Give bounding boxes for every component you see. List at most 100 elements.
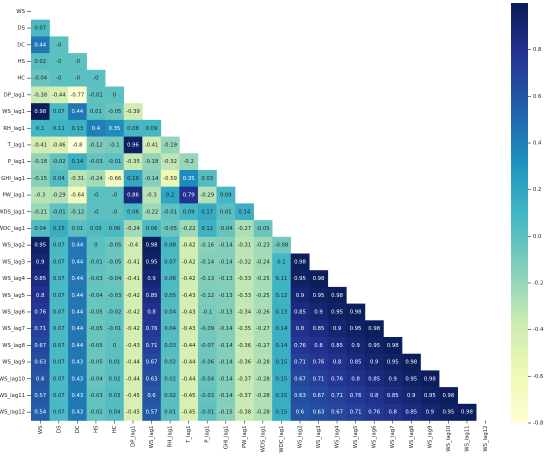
heatmap-cell xyxy=(68,119,87,137)
cell-label: 0.95 xyxy=(331,309,343,315)
heatmap-cell xyxy=(123,270,143,288)
cell-label: 0.12 xyxy=(201,226,213,232)
cell-label: 0.95 xyxy=(368,343,380,349)
heatmap-cell xyxy=(86,203,106,221)
cell-label: 0.98 xyxy=(368,326,380,332)
cell-label: 0.71 xyxy=(331,393,343,399)
cell-label: -0.42 xyxy=(182,243,196,249)
cell-label: -0.43 xyxy=(182,293,196,299)
x-tick-label: RH_lag1 xyxy=(168,426,174,448)
heatmap-cell xyxy=(253,270,273,288)
cell-label: 0.71 xyxy=(313,376,325,382)
heatmap-cell xyxy=(179,253,199,271)
cell-label: -0.12 xyxy=(71,209,85,215)
x-tick-label: WS_lag1 xyxy=(149,426,155,449)
cell-label: -0 xyxy=(93,209,99,215)
heatmap-cell xyxy=(105,270,125,288)
heatmap-cell xyxy=(68,353,87,371)
cell-label: 0.76 xyxy=(350,393,362,399)
cell-label: -0.14 xyxy=(219,243,233,249)
heatmap-cell xyxy=(364,337,384,354)
heatmap-cell xyxy=(253,337,273,354)
heatmap-cell xyxy=(49,236,69,254)
cell-label: 0.07 xyxy=(53,109,65,115)
cell-label: 0.07 xyxy=(53,326,65,332)
cell-label: 0.06 xyxy=(109,226,121,232)
cell-label: -0 xyxy=(93,193,99,199)
heatmap-cell xyxy=(86,337,106,354)
heatmap-cell xyxy=(31,370,50,388)
heatmap-cell xyxy=(197,320,217,338)
heatmap-cell xyxy=(179,403,199,421)
cell-label: 0.05 xyxy=(164,293,176,299)
cell-label: 0.71 xyxy=(350,410,362,416)
cell-label: 0.71 xyxy=(146,343,158,349)
heatmap-cell xyxy=(160,370,180,388)
cell-label: 0.07 xyxy=(164,259,176,265)
y-tick-label: PW_lag1 xyxy=(2,193,25,199)
cell-label: 0.03 xyxy=(109,393,121,399)
heatmap-cell xyxy=(123,337,143,354)
heatmap-cell xyxy=(142,320,162,338)
cell-label: -0.03 xyxy=(89,393,103,399)
heatmap-cell xyxy=(86,286,106,304)
heatmap-cell xyxy=(68,303,87,321)
cell-label: -0.44 xyxy=(126,376,140,382)
cell-label: 0.76 xyxy=(368,410,380,416)
heatmap-cell xyxy=(272,286,291,304)
cell-label: -0.01 xyxy=(108,326,122,332)
cell-label: -0.03 xyxy=(89,276,103,282)
cell-label: -0.12 xyxy=(200,293,214,299)
cell-label: 0.44 xyxy=(71,259,83,265)
x-tick-label: WS_lag4 xyxy=(335,425,341,448)
heatmap-cell xyxy=(179,320,199,338)
cell-label: 0.01 xyxy=(109,360,121,366)
cell-label: 0.6 xyxy=(296,410,305,416)
heatmap-cell xyxy=(123,236,143,254)
heatmap-cell xyxy=(290,403,310,421)
cell-label: 0.15 xyxy=(53,226,65,232)
heatmap-cell xyxy=(49,170,69,187)
heatmap-cell xyxy=(253,236,273,254)
cell-label: 0.76 xyxy=(146,326,158,332)
cell-label: 0.01 xyxy=(90,109,102,115)
cell-label: -0.01 xyxy=(108,159,122,165)
cell-label: -0.24 xyxy=(126,226,140,232)
heatmap-cell xyxy=(160,320,180,338)
heatmap-cell xyxy=(105,337,125,354)
cell-label: 0.07 xyxy=(53,376,65,382)
cell-label: -0.45 xyxy=(126,393,140,399)
heatmap-cell xyxy=(216,236,236,254)
cell-label: 0.43 xyxy=(71,410,83,416)
heatmap-cell xyxy=(179,153,199,171)
cell-label: 0.11 xyxy=(276,276,288,282)
x-tick-label: WS_lag3 xyxy=(316,426,322,449)
heatmap-cell xyxy=(235,203,254,221)
heatmap-cell xyxy=(68,387,87,405)
cell-label: -0.14 xyxy=(145,176,159,182)
heatmap-cell xyxy=(272,337,291,354)
heatmap-cell xyxy=(31,53,50,71)
heatmap-cell xyxy=(216,203,236,221)
heatmap-cell xyxy=(31,337,50,354)
cell-label: 0.85 xyxy=(387,393,399,399)
heatmap-cell xyxy=(123,253,143,271)
cell-label: -0.01 xyxy=(52,209,66,215)
heatmap-cell xyxy=(383,403,403,421)
heatmap-cell xyxy=(105,203,125,221)
cell-label: -0.33 xyxy=(237,293,251,299)
cell-label: -0.42 xyxy=(182,276,196,282)
cell-label: 0.04 xyxy=(34,226,46,232)
heatmap-cell xyxy=(123,403,143,421)
heatmap-cell xyxy=(142,203,162,221)
x-tick-label: WS xyxy=(38,425,44,434)
heatmap-cell xyxy=(216,337,236,354)
heatmap-cell xyxy=(31,36,50,54)
cell-label: 0.85 xyxy=(350,360,362,366)
cell-label: -0.42 xyxy=(126,326,140,332)
heatmap-cell xyxy=(68,236,87,254)
y-tick-label: WS_lag12 xyxy=(0,410,25,416)
cell-label: -0.03 xyxy=(108,293,122,299)
cell-label: -0.29 xyxy=(52,193,66,199)
heatmap-cell xyxy=(31,353,50,371)
